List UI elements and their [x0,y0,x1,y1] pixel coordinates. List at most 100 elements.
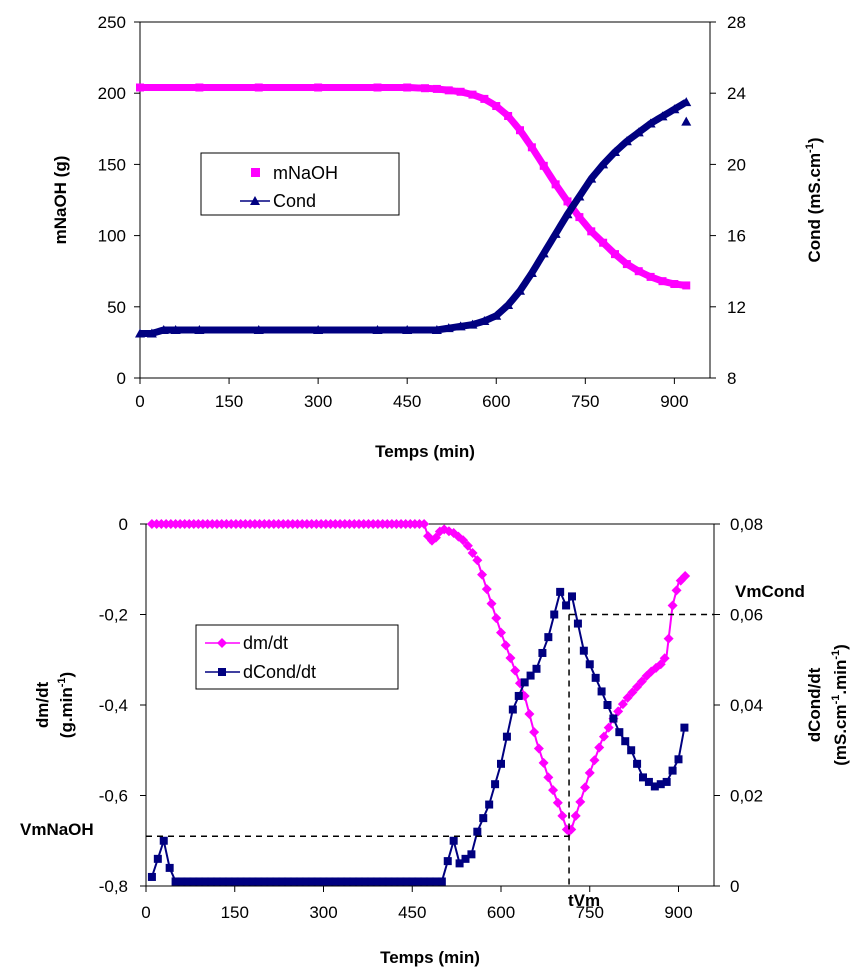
y-left-tick-label: -0,2 [99,606,128,625]
x-tick-label: 900 [660,392,688,411]
data-point [668,600,678,610]
data-point [479,814,487,822]
x-tick-label: 150 [221,903,249,922]
data-point [552,180,560,188]
chart-bottom-y-left-title-sup: -1 [56,677,68,687]
data-point [528,143,536,151]
data-point [509,706,517,714]
data-point [575,797,585,807]
chart-top-y-left-title: mNaOH (g) [51,156,70,245]
data-point [544,633,552,641]
data-point [681,117,691,126]
data-point [492,102,500,110]
y-left-tick-label: 50 [107,298,126,317]
data-point [575,213,583,221]
data-point [445,86,453,94]
data-point [457,88,465,96]
chart-top-y-right-title: Cond (mS.cm-1) [804,137,824,262]
data-point [670,280,678,288]
y-right-tick-label: 12 [727,298,746,317]
data-point [568,592,576,600]
data-point [524,709,534,719]
data-point [580,782,590,792]
data-point [487,599,497,609]
y-left-tick-label: 250 [98,13,126,32]
y-right-tick-label: 0,02 [730,787,763,806]
y-left-tick-label: -0,4 [99,696,128,715]
data-point [485,801,493,809]
y-right-tick-label: 28 [727,13,746,32]
data-point [477,570,487,580]
chart-top-x-ticks: 0 150 300 450 600 750 900 [135,378,688,411]
chart-bottom-y-right-title-sup1: -1 [830,695,842,705]
data-point [529,727,539,737]
chart-top-y-right-title-sup: -1 [804,143,816,153]
data-point [540,162,548,170]
data-point [450,837,458,845]
data-point [374,84,382,92]
chart-bottom-y-right-title-2b: .min [831,660,850,695]
chart-bottom-y-left-ticks: 0 -0,2 -0,4 -0,6 -0,8 [99,515,146,896]
data-point [497,760,505,768]
y-right-tick-label: 0,06 [730,606,763,625]
chart-bottom-y-right-title: dCond/dt [805,667,824,742]
y-right-tick-label: 8 [727,369,736,388]
annotation-vmcond: VmCond [735,582,805,601]
data-point [534,743,544,753]
annotation-tvm: tVm [568,891,600,910]
y-left-tick-label: 200 [98,84,126,103]
y-right-tick-label: 16 [727,227,746,246]
data-point [562,601,570,609]
y-right-tick-label: 20 [727,155,746,174]
data-point [491,780,499,788]
data-point [553,798,563,808]
data-point [672,585,682,595]
data-point [480,95,488,103]
data-point [598,687,606,695]
data-point [314,84,322,92]
y-left-tick-label: -0,6 [99,787,128,806]
data-point [611,250,619,258]
data-point [538,649,546,657]
data-point [621,737,629,745]
chart-bottom-y-left-title-line1: dm/dt [33,682,52,729]
chart-bottom-y-right-title-2: (mS.cm-1.min-1) [830,644,850,766]
chart-top-y-left-ticks: 050100150200250 [98,13,140,388]
y-left-tick-label: 150 [98,155,126,174]
chart-top-y-right-title-main: Cond (mS.cm [805,153,824,263]
y-right-tick-label: 0,08 [730,515,763,534]
chart-top-series-cond [135,97,691,337]
x-tick-label: 300 [309,903,337,922]
chart-bottom-y-right-title-2c: ) [831,644,850,650]
data-point [469,91,477,99]
annotation-vmnaoh: VmNaOH [20,820,94,839]
x-tick-label: 0 [141,903,150,922]
data-point [195,84,203,92]
data-point [680,724,688,732]
data-point [647,273,655,281]
y-right-tick-label: 0,04 [730,696,763,715]
chart-bottom-y-right-title-2a: (mS.cm [831,704,850,765]
chart-bottom-y-left-title-end: ) [57,672,76,678]
data-point [635,267,643,275]
chart-top-legend-mnaoh-label: mNaOH [273,163,338,183]
data-point [505,653,515,663]
chart-bottom-y-left-title: dm/dt [33,682,52,729]
data-point [166,864,174,872]
y-right-tick-label: 0 [730,877,739,896]
data-point [580,647,588,655]
y-left-tick-label: 100 [98,227,126,246]
data-point [609,715,617,723]
chart-bottom-legend-dconddt-label: dCond/dt [243,662,316,682]
data-point [592,674,600,682]
data-point [136,84,144,92]
data-point [599,239,607,247]
data-point [510,666,520,676]
data-point [557,811,567,821]
chart-bottom-legend: dm/dt dCond/dt [196,625,398,689]
data-point [604,723,614,733]
chart-bottom-legend-dmdt-label: dm/dt [243,633,288,653]
data-point [585,768,595,778]
data-point [533,665,541,673]
data-point [663,778,671,786]
